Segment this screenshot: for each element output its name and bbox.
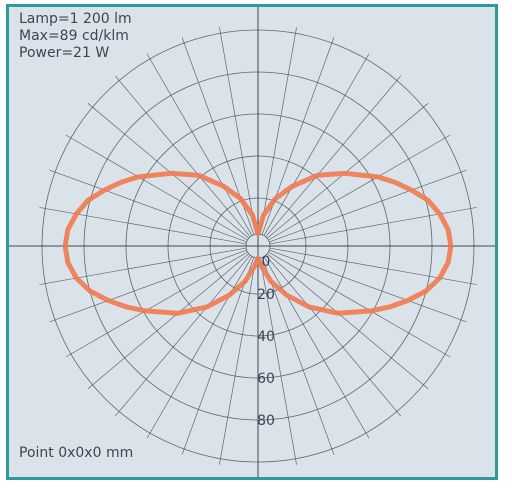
grid-ray-240	[65, 134, 248, 241]
grid-ray-10	[259, 257, 297, 465]
grid-ray-190	[219, 27, 257, 235]
grid-ray-30	[263, 256, 370, 439]
radial-tick-label: 40	[257, 329, 275, 345]
polar-chart-frame: 0 20 40 60 80 Lamp=1 200 lm Max=89 cd/klm Po…	[6, 4, 498, 480]
radial-tick-label: 80	[257, 413, 275, 429]
grid-ray-170	[259, 27, 297, 235]
grid-ray-70	[269, 249, 467, 323]
point-label: Point 0x0x0 mm	[19, 445, 134, 461]
grid-ray-300	[65, 251, 248, 358]
grid-ray-350	[219, 257, 257, 465]
lamp-label: Lamp=1 200 lm	[19, 11, 132, 27]
max-intensity-label: Max=89 cd/klm	[19, 28, 129, 44]
grid-ray-340	[181, 257, 255, 455]
grid-ray-320	[115, 254, 251, 417]
grid-ray-110	[269, 169, 467, 243]
polar-chart: 0 20 40 60 80	[9, 7, 495, 477]
radial-tick-label: 20	[257, 287, 275, 303]
radial-tick-label: 60	[257, 371, 275, 387]
power-label: Power=21 W	[19, 45, 110, 61]
grid-ray-310	[87, 253, 250, 389]
grid-ray-150	[263, 53, 370, 236]
grid-ray-220	[115, 75, 251, 238]
grid-ray-290	[49, 249, 247, 323]
grid-ray-210	[146, 53, 253, 236]
grid-ray-60	[268, 251, 451, 358]
grid-ray-120	[268, 134, 451, 241]
grid-ray-250	[49, 169, 247, 243]
grid-ray-140	[265, 75, 401, 238]
radial-tick-labels: 0 20 40 60 80	[257, 254, 275, 429]
grid-ray-230	[87, 103, 250, 239]
grid-ray-330	[146, 256, 253, 439]
grid-ray-130	[266, 103, 429, 239]
grid-ray-20	[261, 257, 335, 455]
grid-ray-40	[265, 254, 401, 417]
radial-tick-label: 0	[262, 254, 271, 270]
grid-ray-50	[266, 253, 429, 389]
luminous-intensity-curve	[62, 170, 454, 316]
grid-rays	[9, 7, 495, 477]
